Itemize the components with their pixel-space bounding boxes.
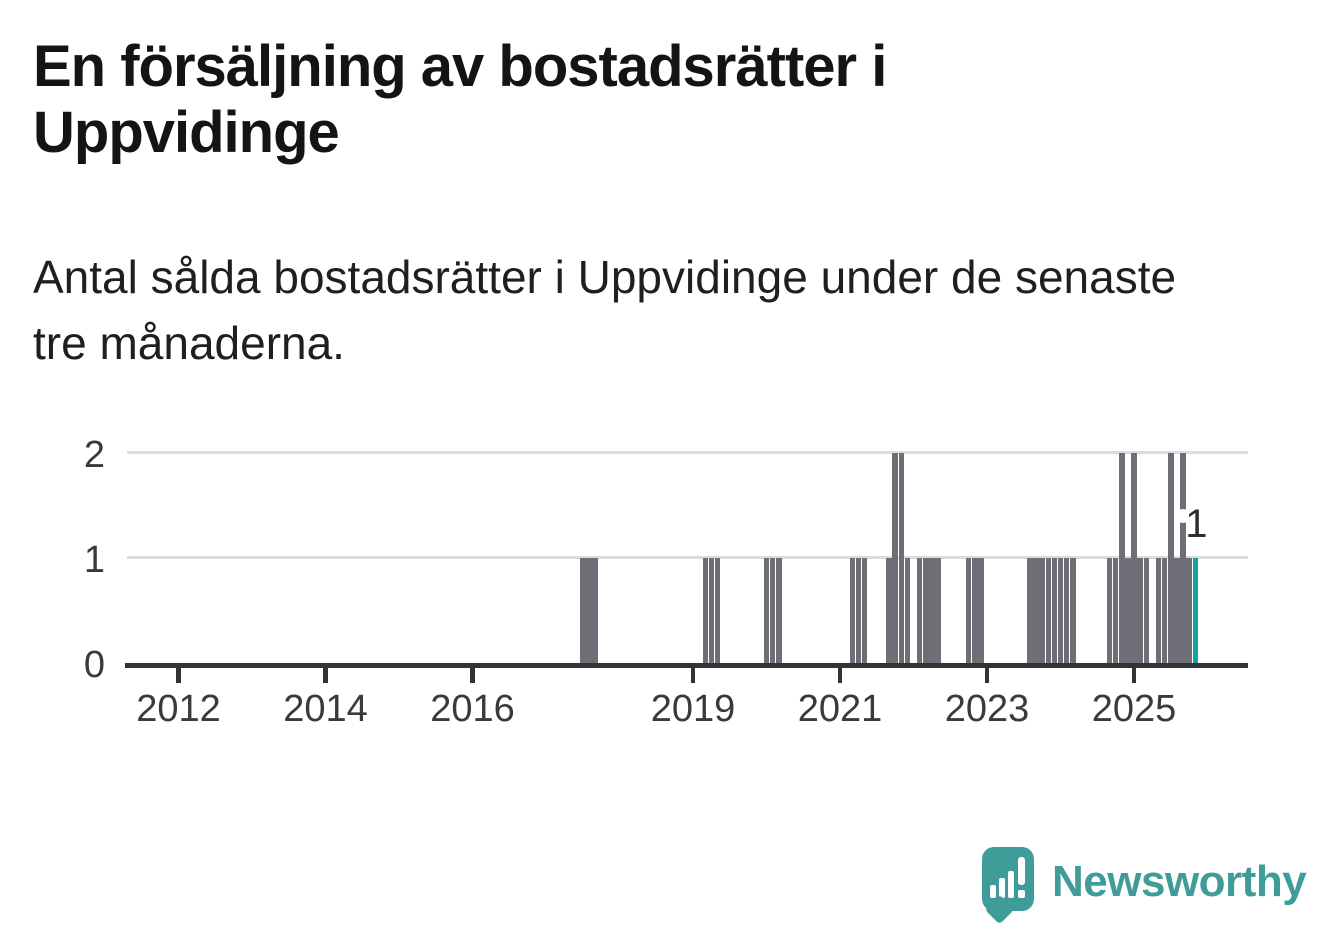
x-tick-label: 2021 [797, 688, 883, 730]
logo-bar-large [1008, 871, 1014, 898]
x-tick [837, 663, 843, 683]
x-tick-label: 2019 [650, 688, 736, 730]
bar [923, 558, 929, 663]
logo-bar-medium [999, 878, 1005, 898]
bar [978, 558, 984, 663]
x-tick-label: 2025 [1091, 688, 1177, 730]
x-tick [984, 663, 990, 683]
bar [929, 558, 935, 663]
bar [892, 453, 898, 663]
bar [586, 558, 592, 663]
bar [1112, 558, 1119, 663]
bar [1045, 558, 1051, 663]
bar [702, 558, 708, 663]
x-tick [323, 663, 328, 683]
x-tick-label: 2016 [430, 688, 515, 730]
bar [1051, 558, 1058, 663]
bar [776, 558, 782, 663]
bar [1027, 558, 1033, 663]
bar [935, 558, 941, 663]
x-axis-line [125, 663, 1248, 668]
bar [714, 558, 721, 663]
bar [1131, 453, 1137, 663]
newsworthy-logo-icon [982, 847, 1034, 911]
bar [1106, 558, 1113, 663]
bar [1119, 453, 1125, 663]
y-tick-label: 0 [83, 644, 105, 686]
x-tick [1131, 663, 1137, 683]
y-tick-label: 1 [83, 539, 105, 581]
bar [1168, 453, 1174, 663]
bar [1143, 558, 1149, 663]
bar [1155, 558, 1162, 663]
chart-title: En försäljning av bostadsrätter i Uppvid… [33, 34, 887, 165]
bar [1070, 558, 1076, 663]
brand-name: Newsworthy [1052, 857, 1307, 906]
bar [1161, 558, 1168, 663]
bar [972, 558, 978, 663]
x-tick [176, 663, 181, 683]
bar [965, 558, 972, 663]
bar [886, 558, 892, 663]
gridline [127, 556, 1248, 559]
bar-highlighted [1192, 558, 1198, 663]
bar [592, 558, 598, 663]
bar [1186, 558, 1192, 663]
bar [898, 453, 904, 663]
logo-exclamation-dot [1018, 890, 1025, 898]
bar [769, 558, 776, 663]
bar [855, 558, 862, 663]
x-tick-label: 2023 [944, 688, 1030, 730]
annotation-leader-dot [1176, 509, 1191, 523]
x-tick [470, 663, 475, 683]
bar [1174, 558, 1180, 663]
chart-subtitle: Antal sålda bostadsrätter i Uppvidinge u… [33, 251, 1177, 369]
bar [916, 558, 923, 663]
x-tick-label: 2012 [136, 688, 221, 730]
logo-bar-small [990, 885, 996, 898]
bar [580, 558, 586, 663]
bar [1057, 558, 1064, 663]
bar [1180, 453, 1186, 663]
bar [1033, 558, 1039, 663]
bar [763, 558, 770, 663]
bar [1125, 558, 1131, 663]
annotation-label: 1 [1185, 502, 1208, 546]
x-tick [690, 663, 696, 683]
x-tick-label: 2014 [283, 688, 368, 730]
bar [708, 558, 715, 663]
bar [1039, 558, 1045, 663]
bar [861, 558, 868, 663]
gridline [127, 451, 1248, 454]
logo-exclamation-stem [1018, 857, 1025, 885]
bar [849, 558, 855, 663]
bar [1137, 558, 1143, 663]
y-tick-label: 2 [83, 434, 105, 476]
bar [1063, 558, 1070, 663]
bar [904, 558, 911, 663]
